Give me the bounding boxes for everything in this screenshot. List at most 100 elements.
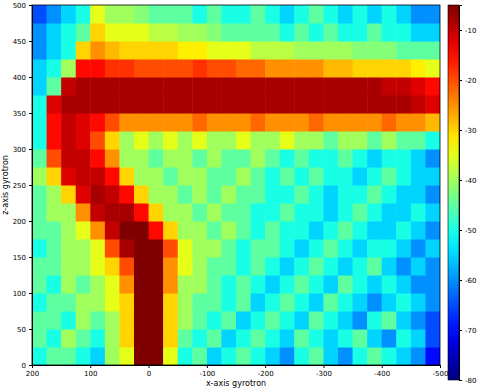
cell [134, 95, 149, 114]
cell [207, 41, 222, 60]
cell [309, 185, 324, 204]
cell [221, 347, 236, 365]
cell [236, 293, 251, 312]
cell [411, 149, 426, 168]
tick: 0 [22, 362, 32, 370]
cell [367, 185, 382, 204]
tick-mark [29, 5, 32, 6]
cell [309, 311, 324, 330]
cell [76, 5, 91, 24]
cell [309, 149, 324, 168]
cell [338, 275, 353, 294]
cell [163, 131, 178, 150]
tick: 450 [13, 38, 32, 46]
cell [396, 95, 411, 114]
cell [396, 221, 411, 240]
cell [32, 113, 47, 132]
cell [192, 95, 207, 114]
tick-label: -400 [374, 370, 390, 378]
cell [32, 41, 47, 60]
cell [221, 95, 236, 114]
cell [163, 113, 178, 132]
cell [265, 329, 280, 348]
cell [323, 239, 338, 258]
cell [178, 329, 193, 348]
cell [367, 149, 382, 168]
cell [353, 41, 368, 60]
cell [309, 221, 324, 240]
cell [338, 239, 353, 258]
tick-label: 350 [13, 110, 26, 118]
cell [236, 185, 251, 204]
cell [353, 5, 368, 24]
cell [411, 5, 426, 24]
tick-label: -500 [433, 370, 449, 378]
cell [338, 5, 353, 24]
cell [367, 329, 382, 348]
cell [265, 311, 280, 330]
cell [382, 149, 397, 168]
tick: 100 [13, 290, 32, 298]
cell [119, 221, 134, 240]
cell [47, 113, 62, 132]
cell [32, 23, 47, 42]
cell [367, 293, 382, 312]
cell [236, 77, 251, 96]
cell [207, 185, 222, 204]
cell [207, 5, 222, 24]
cell [178, 311, 193, 330]
tick-label: -50 [465, 227, 476, 235]
cell [323, 41, 338, 60]
cell [411, 221, 426, 240]
cell [221, 239, 236, 258]
cell [353, 77, 368, 96]
tick-label: -60 [465, 277, 476, 285]
cell [265, 5, 280, 24]
cell [221, 131, 236, 150]
cell [396, 23, 411, 42]
cell [61, 77, 76, 96]
cell [178, 149, 193, 168]
cell [382, 203, 397, 222]
cell [338, 59, 353, 78]
cell [309, 59, 324, 78]
cell [192, 41, 207, 60]
cell [396, 5, 411, 24]
cell [32, 131, 47, 150]
cell [338, 311, 353, 330]
cell [149, 257, 164, 276]
cell [265, 203, 280, 222]
cell [251, 5, 266, 24]
cell [309, 167, 324, 186]
cell [280, 239, 295, 258]
cell [90, 131, 105, 150]
cell [221, 149, 236, 168]
cell [192, 113, 207, 132]
cell [134, 203, 149, 222]
cell [192, 329, 207, 348]
cell [382, 113, 397, 132]
tick-mark [29, 41, 32, 42]
cell [134, 113, 149, 132]
cell [323, 275, 338, 294]
cell [178, 23, 193, 42]
cell [32, 275, 47, 294]
cell [396, 203, 411, 222]
cell [149, 149, 164, 168]
cell [280, 5, 295, 24]
cell [163, 167, 178, 186]
cell [61, 185, 76, 204]
cell [294, 131, 309, 150]
cell [425, 347, 440, 365]
tick: 50 [17, 326, 32, 334]
cell [367, 77, 382, 96]
cell [207, 221, 222, 240]
cell [61, 311, 76, 330]
cell [280, 131, 295, 150]
cell [76, 221, 91, 240]
cell [236, 239, 251, 258]
axis-line [29, 6, 33, 366]
cell [411, 239, 426, 258]
cell [265, 347, 280, 365]
cell [32, 257, 47, 276]
